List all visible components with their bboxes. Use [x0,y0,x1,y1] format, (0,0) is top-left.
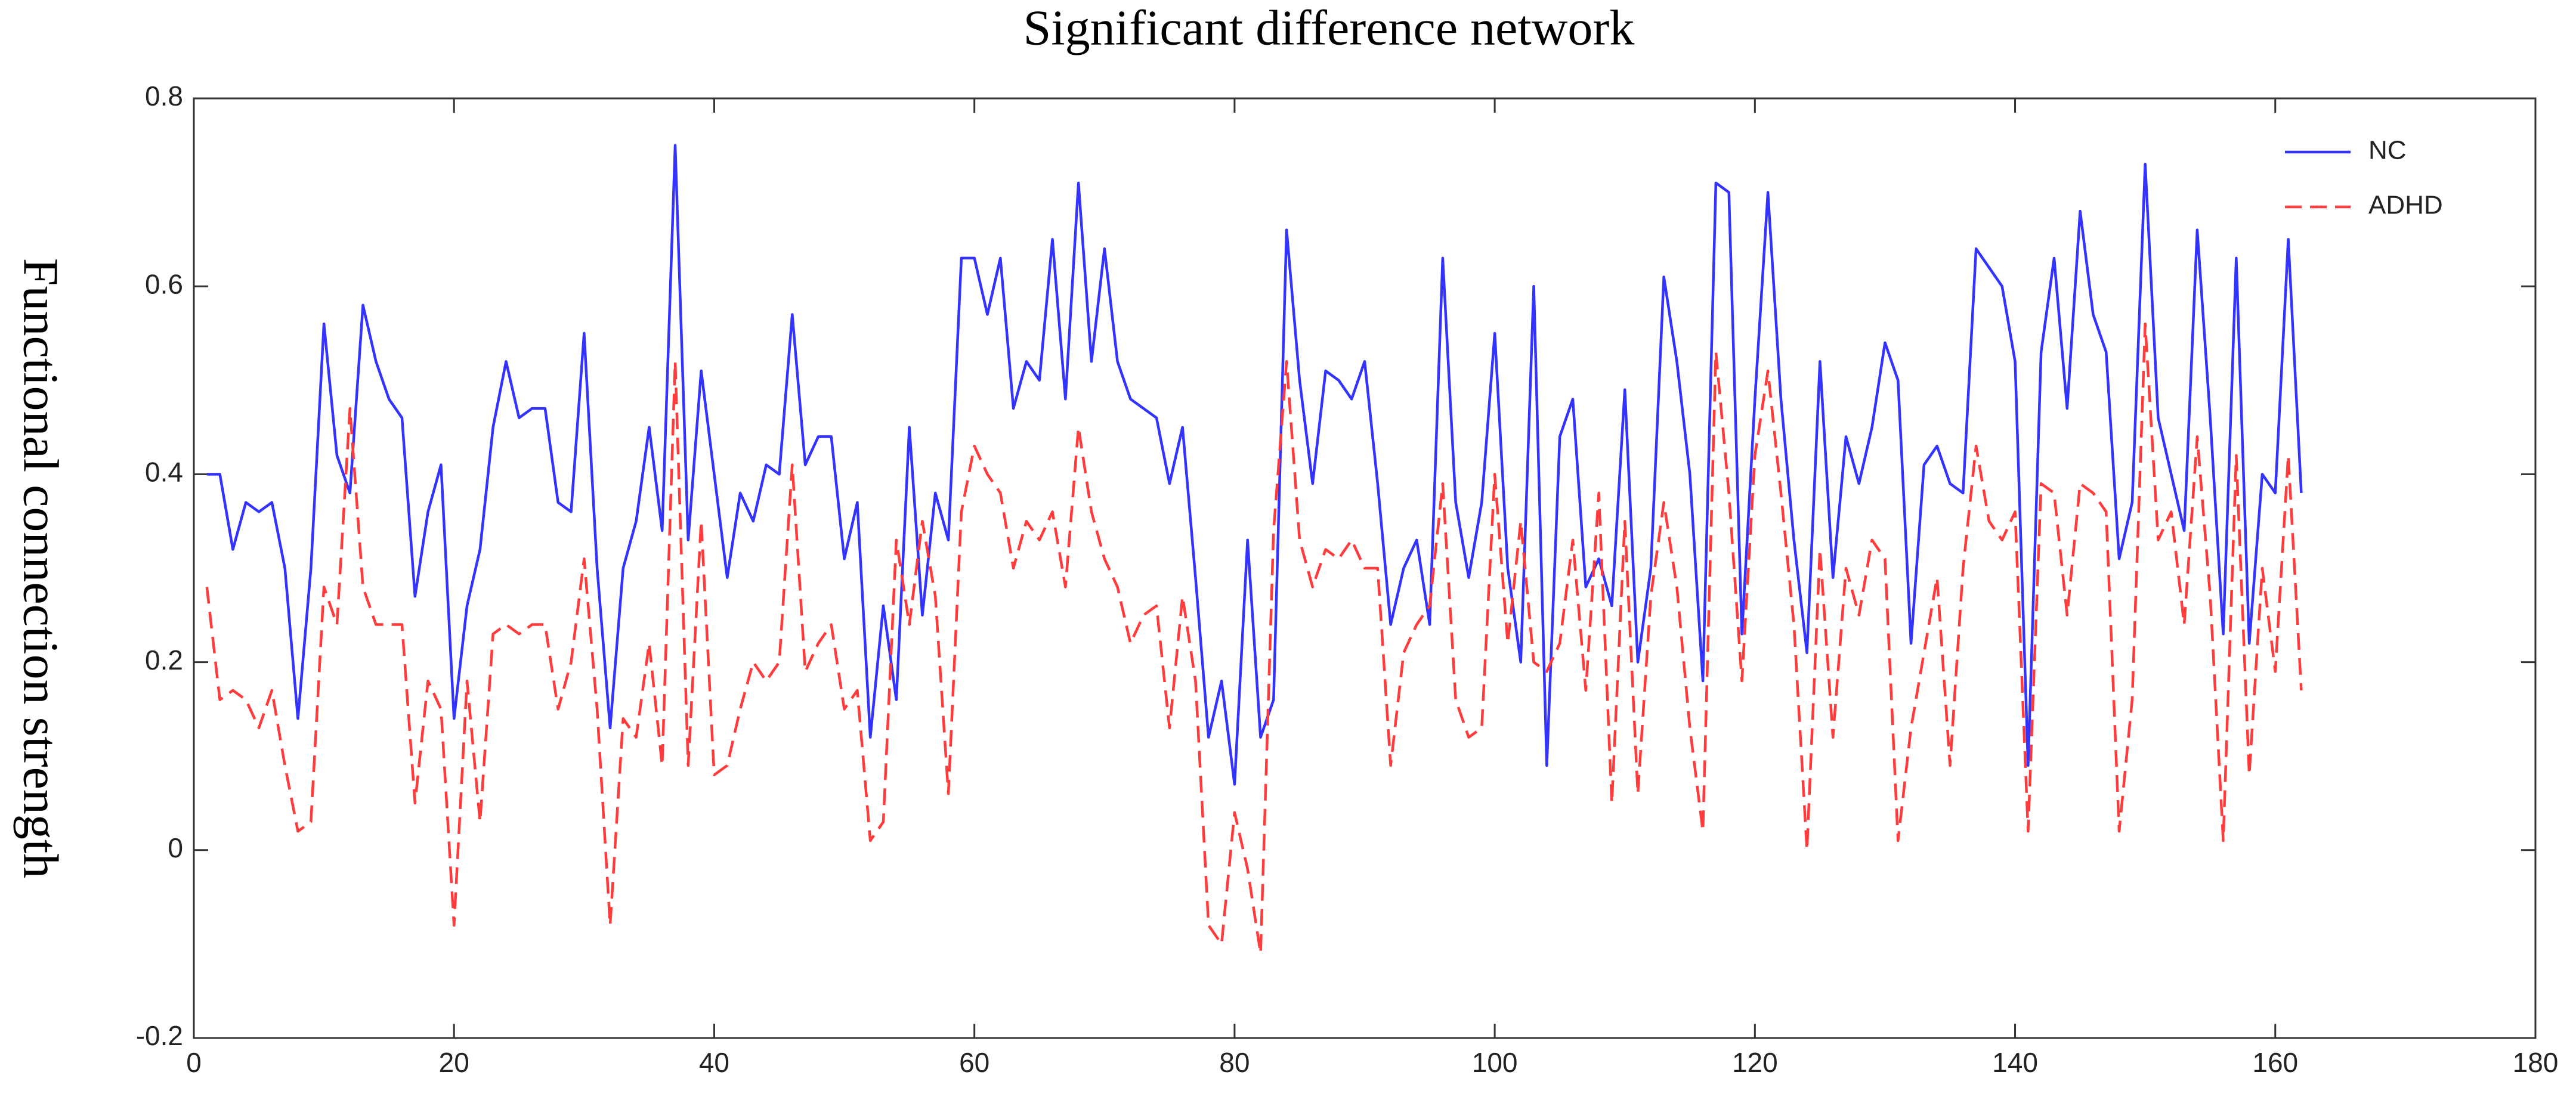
x-tick-label: 140 [1992,1047,2038,1078]
y-tick-label: 0.8 [145,80,183,111]
x-tick-label: 60 [959,1047,989,1078]
y-tick-label: 0.4 [145,457,183,488]
y-tick-label: 0.6 [145,268,183,299]
y-tick-label: 0 [168,832,183,863]
x-tick-label: 80 [1219,1047,1250,1078]
y-axis-label: Functional connection strength [13,258,69,878]
x-tick-label: 0 [186,1047,202,1078]
x-tick-label: 20 [439,1047,469,1078]
x-tick-label: 160 [2252,1047,2298,1078]
plot-frame [193,97,2537,1039]
x-tick-label: 180 [2513,1047,2559,1078]
x-tick-label: 100 [1472,1047,1518,1078]
data-line [205,322,2303,955]
legend-label: NC [2368,136,2407,165]
x-tick-label: 40 [699,1047,729,1078]
y-tick-label: -0.2 [136,1020,183,1051]
data-line [206,144,2303,786]
y-tick-label: 0.2 [145,645,183,676]
x-tick-label: 120 [1732,1047,1778,1078]
chart-title: Significant difference network [1023,0,1635,55]
legend-label: ADHD [2368,191,2443,220]
